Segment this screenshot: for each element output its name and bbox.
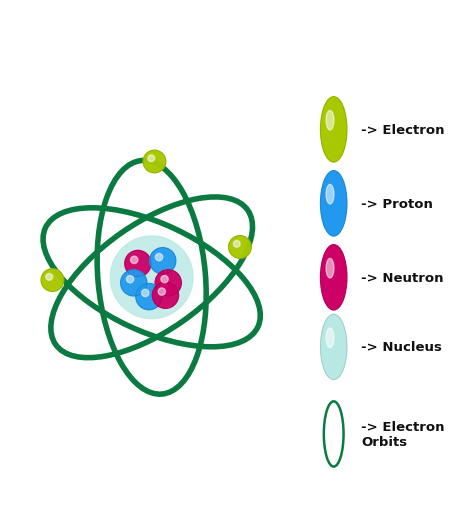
Circle shape (136, 284, 162, 310)
Text: -> Electron
Orbits: -> Electron Orbits (361, 420, 445, 448)
Circle shape (152, 283, 179, 309)
Circle shape (150, 248, 176, 274)
Circle shape (46, 274, 53, 281)
Circle shape (127, 276, 134, 283)
Circle shape (233, 241, 240, 247)
Circle shape (161, 276, 168, 283)
Circle shape (326, 185, 334, 205)
Circle shape (326, 328, 334, 348)
Circle shape (320, 171, 347, 236)
Circle shape (148, 156, 155, 163)
Circle shape (121, 270, 147, 296)
Circle shape (228, 236, 251, 259)
Circle shape (326, 259, 334, 278)
Circle shape (158, 288, 165, 295)
Text: -> Proton: -> Proton (361, 197, 433, 211)
Circle shape (143, 151, 166, 173)
Circle shape (320, 245, 347, 310)
Text: Structure Of Atom: Structure Of Atom (65, 13, 409, 45)
Circle shape (320, 315, 347, 380)
Circle shape (326, 111, 334, 131)
Text: -> Electron: -> Electron (361, 124, 445, 136)
Circle shape (320, 97, 347, 163)
Text: -> Neutron: -> Neutron (361, 271, 443, 284)
Circle shape (142, 290, 149, 297)
Circle shape (125, 251, 151, 277)
Circle shape (155, 254, 163, 261)
Circle shape (41, 269, 64, 292)
Circle shape (130, 257, 138, 264)
Circle shape (110, 236, 193, 319)
Circle shape (155, 270, 182, 296)
Text: -> Nucleus: -> Nucleus (361, 341, 442, 353)
